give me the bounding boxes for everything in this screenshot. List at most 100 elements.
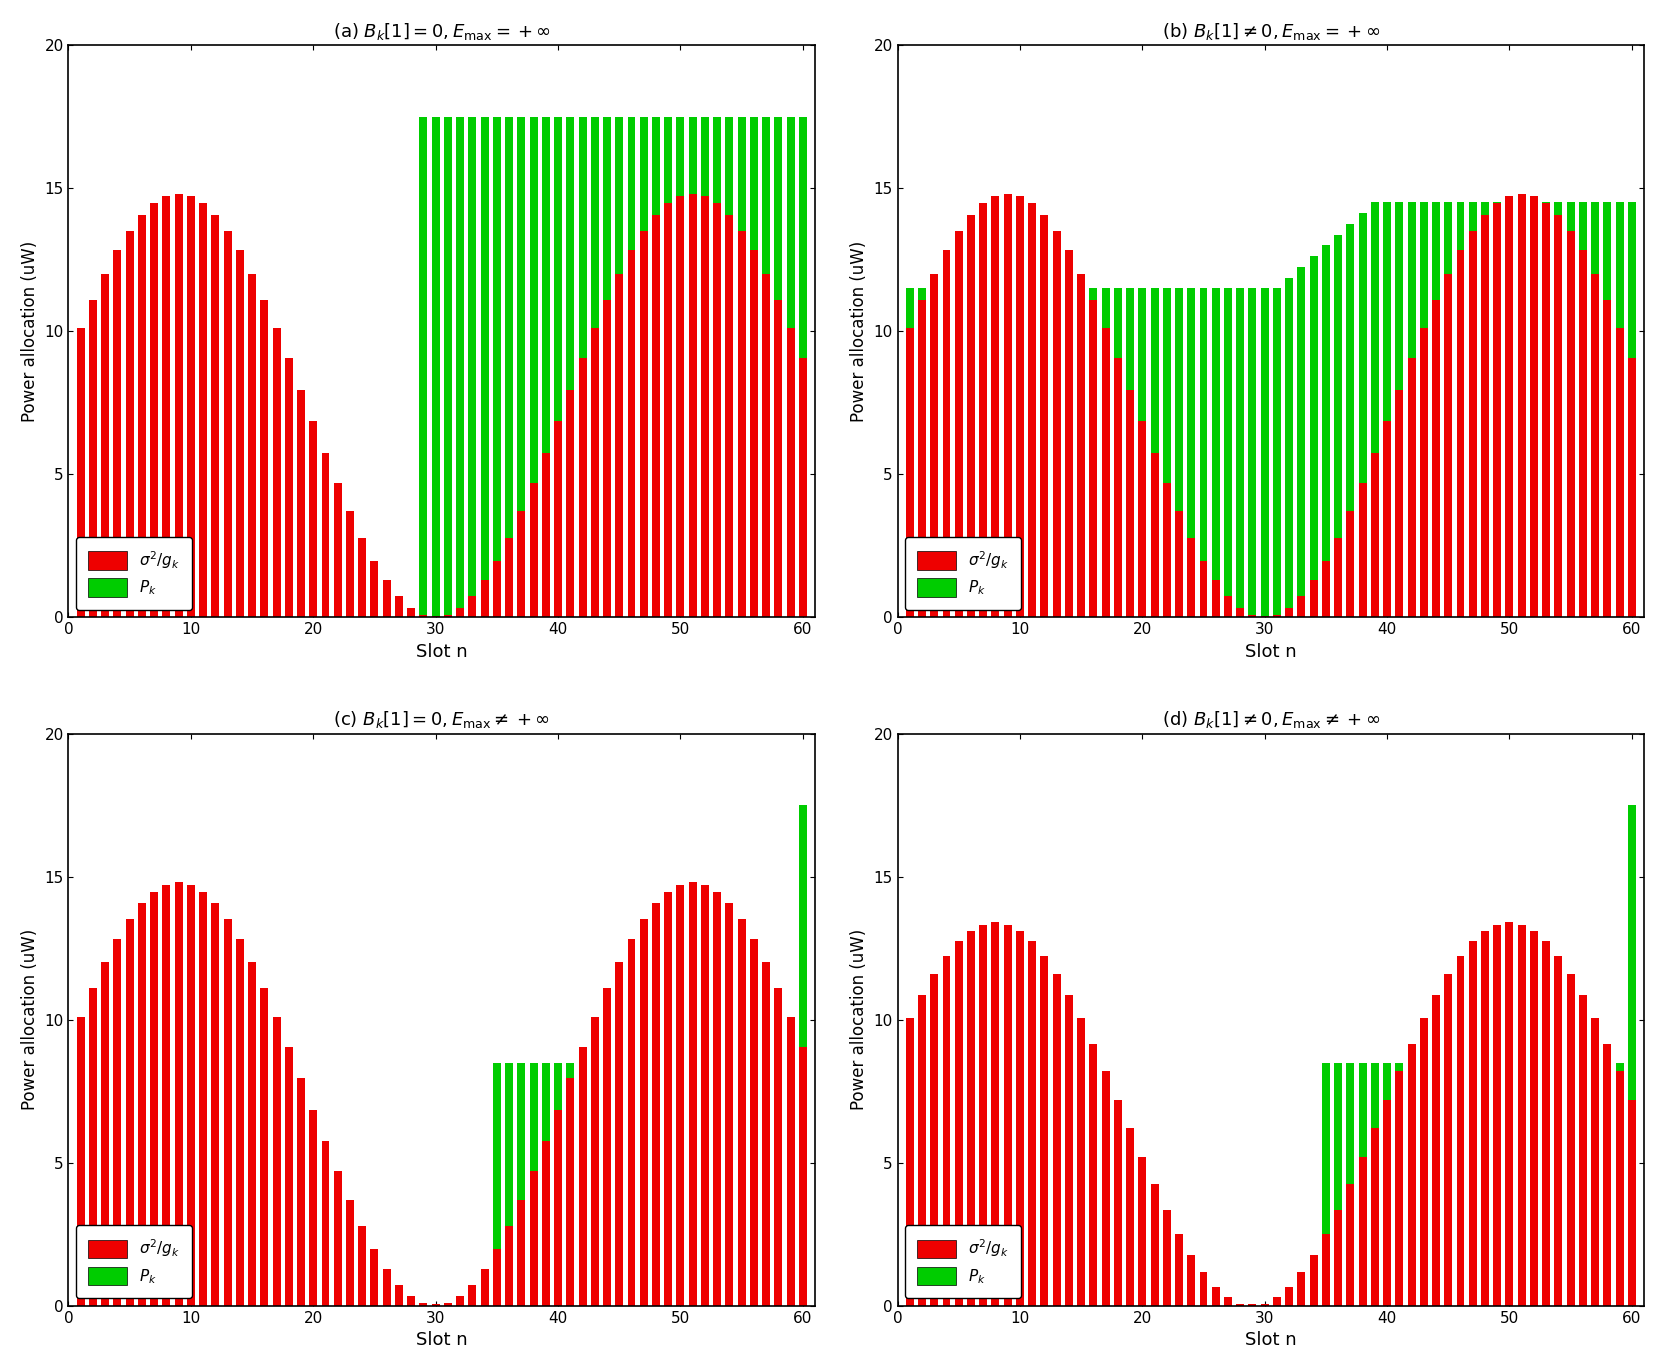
- Bar: [408, 1296, 414, 1306]
- Bar: [1223, 596, 1231, 618]
- Bar: [175, 882, 183, 1306]
- Bar: [799, 116, 807, 359]
- Bar: [726, 116, 732, 215]
- Bar: [1529, 196, 1538, 618]
- Bar: [930, 274, 937, 618]
- Bar: [1383, 203, 1389, 422]
- Bar: [905, 288, 914, 329]
- Bar: [211, 215, 220, 618]
- Bar: [113, 251, 121, 618]
- Bar: [676, 116, 684, 196]
- Bar: [1346, 1063, 1353, 1184]
- Bar: [333, 484, 341, 618]
- Bar: [1065, 251, 1072, 618]
- Bar: [1273, 615, 1280, 618]
- Bar: [504, 116, 513, 537]
- Bar: [1383, 1100, 1389, 1306]
- Bar: [541, 452, 549, 618]
- Bar: [602, 988, 611, 1306]
- Bar: [1223, 1297, 1231, 1306]
- Bar: [1443, 274, 1451, 618]
- X-axis label: Slot n: Slot n: [416, 1332, 468, 1349]
- Bar: [799, 1047, 807, 1306]
- Bar: [444, 116, 451, 615]
- Bar: [1223, 288, 1231, 596]
- Bar: [1198, 560, 1206, 618]
- Bar: [236, 938, 243, 1306]
- Bar: [917, 288, 925, 300]
- Bar: [481, 1269, 488, 1306]
- Bar: [1003, 925, 1012, 1306]
- Bar: [1577, 995, 1586, 1306]
- Bar: [616, 116, 622, 274]
- Bar: [1369, 1063, 1378, 1129]
- Bar: [652, 116, 659, 215]
- Bar: [1186, 1255, 1195, 1306]
- Bar: [737, 919, 745, 1306]
- Bar: [1186, 288, 1195, 537]
- Bar: [774, 300, 782, 618]
- Bar: [591, 1017, 599, 1306]
- Bar: [1358, 214, 1366, 484]
- Bar: [1321, 560, 1330, 618]
- Bar: [456, 608, 464, 618]
- Bar: [1040, 215, 1048, 618]
- Bar: [431, 1304, 439, 1306]
- Bar: [1102, 288, 1108, 329]
- Bar: [518, 1200, 526, 1306]
- Bar: [1419, 203, 1428, 329]
- Bar: [1052, 974, 1060, 1306]
- Bar: [1333, 537, 1341, 618]
- Bar: [577, 359, 586, 618]
- Bar: [1479, 203, 1488, 215]
- Bar: [1015, 932, 1023, 1306]
- Bar: [1493, 925, 1501, 1306]
- Bar: [785, 116, 794, 329]
- Bar: [1493, 203, 1501, 618]
- Bar: [493, 1063, 501, 1249]
- Bar: [248, 962, 256, 1306]
- Bar: [1541, 941, 1549, 1306]
- Bar: [529, 1063, 537, 1171]
- Bar: [394, 1285, 403, 1306]
- Bar: [1479, 215, 1488, 618]
- Bar: [260, 300, 268, 618]
- Bar: [566, 1078, 574, 1306]
- Bar: [1358, 484, 1366, 618]
- Bar: [905, 1018, 914, 1306]
- Bar: [358, 537, 366, 618]
- Bar: [1456, 203, 1464, 251]
- Bar: [1175, 288, 1183, 511]
- Bar: [1138, 288, 1145, 422]
- Bar: [248, 274, 256, 618]
- Bar: [689, 882, 696, 1306]
- Bar: [126, 230, 133, 618]
- Bar: [749, 251, 757, 618]
- X-axis label: Slot n: Slot n: [416, 643, 468, 660]
- Bar: [1591, 203, 1597, 274]
- Y-axis label: Power allocation (uW): Power allocation (uW): [849, 241, 867, 422]
- Bar: [333, 1171, 341, 1306]
- Bar: [1028, 941, 1035, 1306]
- Bar: [627, 251, 636, 618]
- Bar: [1211, 581, 1220, 618]
- Bar: [150, 203, 158, 618]
- Bar: [774, 988, 782, 1306]
- Bar: [383, 581, 391, 618]
- Bar: [1125, 390, 1133, 618]
- Bar: [431, 616, 439, 618]
- Bar: [1468, 941, 1476, 1306]
- Bar: [1383, 422, 1389, 618]
- Bar: [493, 1249, 501, 1306]
- Bar: [138, 903, 146, 1306]
- Bar: [296, 1078, 305, 1306]
- Bar: [186, 885, 195, 1306]
- Bar: [701, 116, 709, 196]
- Bar: [1358, 1156, 1366, 1306]
- Bar: [1518, 925, 1524, 1306]
- Bar: [1321, 1063, 1330, 1233]
- Bar: [1321, 245, 1330, 560]
- Bar: [1333, 234, 1341, 537]
- Bar: [554, 1110, 562, 1306]
- Bar: [1065, 995, 1072, 1306]
